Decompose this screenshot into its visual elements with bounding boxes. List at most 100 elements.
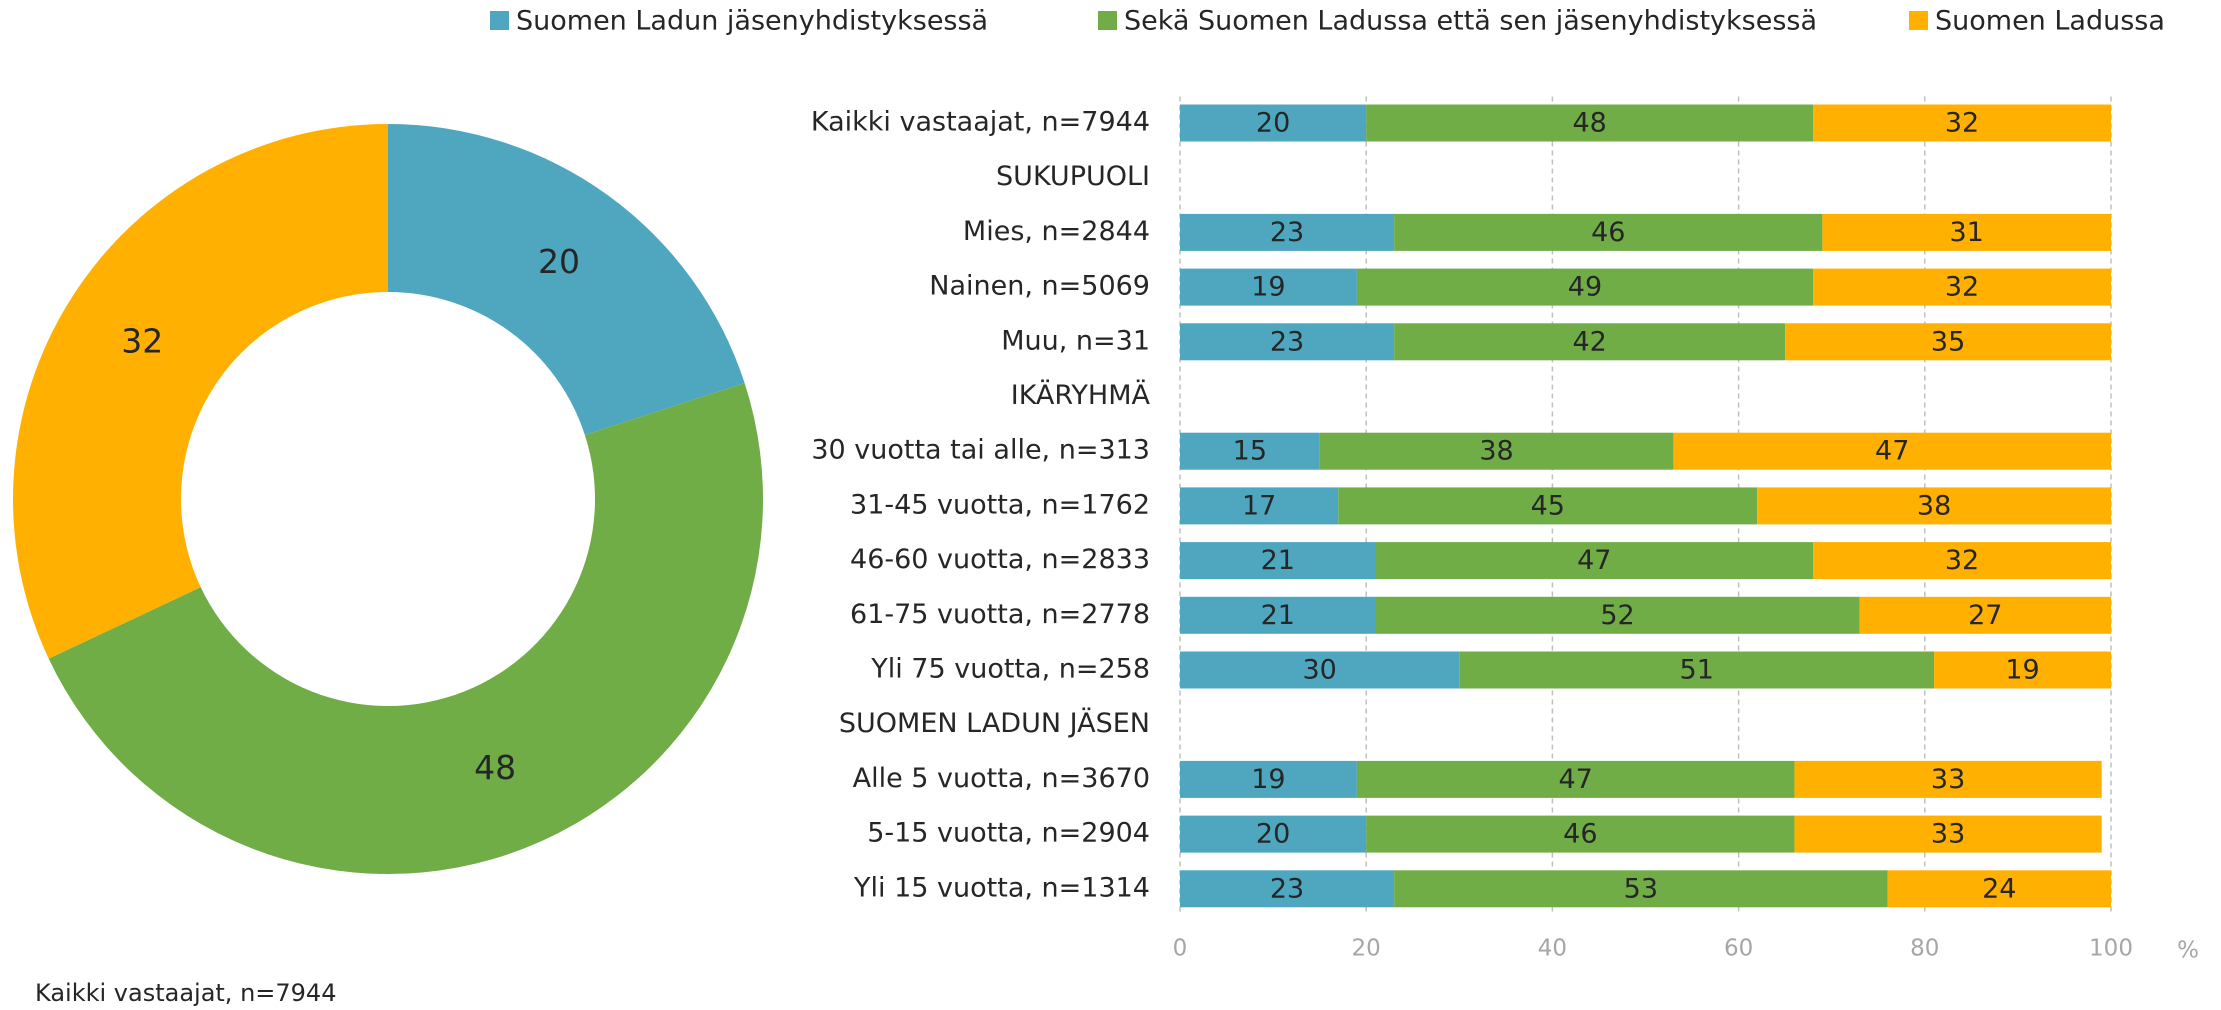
bar-label: 27 — [1968, 600, 2002, 631]
x-tick-label: 100 — [2089, 936, 2133, 962]
bar-segment — [1319, 432, 1674, 470]
bar-label: 33 — [1931, 764, 1965, 795]
bar-label: 23 — [1270, 217, 1304, 248]
bar-segment — [1459, 651, 1935, 689]
bar-label: 51 — [1680, 655, 1714, 686]
bar-segment — [1887, 870, 2111, 908]
bar-label: 45 — [1531, 490, 1565, 521]
y-tick-label: 61-75 vuotta, n=2778 — [850, 599, 1150, 630]
bar-segment — [1375, 542, 1814, 580]
bar-segment — [1180, 542, 1376, 580]
bar-segment — [1366, 815, 1795, 853]
y-tick-label: SUKUPUOLI — [996, 161, 1150, 192]
slice-label: 48 — [474, 748, 516, 787]
caption: Kaikki vastaajat, n=7944 — [35, 979, 336, 1007]
slice-label: 32 — [121, 322, 163, 361]
bar-segment — [1356, 760, 1795, 798]
bar-label: 19 — [2005, 655, 2039, 686]
legend-swatch — [1098, 11, 1117, 30]
legend-swatch — [490, 11, 509, 30]
bar-label: 47 — [1577, 545, 1611, 576]
bar-label: 32 — [1945, 108, 1979, 139]
bar-segment — [1180, 487, 1339, 525]
donut-slice — [12, 124, 388, 659]
bar-label: 15 — [1233, 436, 1267, 467]
bar-segment — [1673, 432, 2111, 470]
y-tick-label: Kaikki vastaajat, n=7944 — [811, 107, 1150, 138]
bar-segment — [1785, 323, 2111, 361]
x-tick-label: 80 — [1910, 936, 1939, 962]
bar-label: 21 — [1261, 600, 1295, 631]
bar-label: 24 — [1982, 873, 2016, 904]
bar-segment — [1366, 104, 1814, 142]
bar-label: 20 — [1256, 819, 1290, 850]
bar-segment — [1794, 760, 2102, 798]
bar-label: 33 — [1931, 819, 1965, 850]
donut-slice — [48, 383, 763, 875]
bar-label: 19 — [1251, 764, 1285, 795]
bar-segment — [1180, 596, 1376, 634]
bar-label: 53 — [1624, 873, 1658, 904]
bar-segment — [1934, 651, 2111, 689]
bar-label: 48 — [1572, 108, 1606, 139]
bar-label: 35 — [1931, 326, 1965, 357]
bar-label: 30 — [1302, 655, 1336, 686]
y-tick-label: IKÄRYHMÄ — [1011, 379, 1151, 411]
y-tick-label: 31-45 vuotta, n=1762 — [850, 489, 1150, 520]
bar-label: 20 — [1256, 108, 1290, 139]
bar-label: 17 — [1242, 490, 1276, 521]
bar-label: 19 — [1251, 272, 1285, 303]
bar-label: 32 — [1945, 272, 1979, 303]
bar-segment — [1813, 104, 2111, 142]
legend-swatch — [1909, 11, 1928, 30]
bar-segment — [1180, 268, 1357, 306]
y-tick-label: Muu, n=31 — [1001, 325, 1150, 356]
y-tick-label: 46-60 vuotta, n=2833 — [850, 544, 1150, 575]
legend-label: Suomen Ladussa — [1935, 6, 2165, 37]
bar-segment — [1813, 268, 2111, 306]
x-tick-label: 60 — [1724, 936, 1753, 962]
y-tick-label: Yli 15 vuotta, n=1314 — [853, 872, 1150, 903]
y-tick-label: 5-15 vuotta, n=2904 — [867, 818, 1150, 849]
bar-label: 47 — [1875, 436, 1909, 467]
bar-segment — [1180, 323, 1395, 361]
bar-segment — [1794, 815, 2102, 853]
bar-segment — [1356, 268, 1814, 306]
bar-segment — [1813, 542, 2111, 580]
bar-label: 46 — [1591, 217, 1625, 248]
bar-segment — [1375, 596, 1860, 634]
bar-label: 42 — [1572, 326, 1606, 357]
bar-segment — [1859, 596, 2111, 634]
slice-label: 20 — [538, 242, 580, 281]
bar-segment — [1394, 323, 1786, 361]
bar-label: 52 — [1600, 600, 1634, 631]
bar-label: 21 — [1261, 545, 1295, 576]
bar-segment — [1822, 213, 2111, 251]
bar-segment — [1180, 760, 1357, 798]
bar-label: 32 — [1945, 545, 1979, 576]
donut-slice — [388, 124, 745, 436]
bar-segment — [1394, 870, 1888, 908]
legend-label: Suomen Ladun jäsenyhdistyksessä — [516, 6, 988, 37]
bar-label: 31 — [1950, 217, 1984, 248]
bar-label: 23 — [1270, 873, 1304, 904]
bar-segment — [1180, 104, 1367, 142]
bar-label: 38 — [1917, 490, 1951, 521]
bar-label: 49 — [1568, 272, 1602, 303]
bar-segment — [1394, 213, 1823, 251]
x-tick-label: 40 — [1538, 936, 1567, 962]
x-tick-label: 0 — [1173, 936, 1188, 962]
bar-segment — [1180, 651, 1460, 689]
y-tick-label: Mies, n=2844 — [963, 216, 1150, 247]
bar-segment — [1180, 432, 1320, 470]
x-tick-label: 20 — [1352, 936, 1381, 962]
bar-label: 23 — [1270, 326, 1304, 357]
bar-segment — [1757, 487, 2111, 525]
legend-label: Sekä Suomen Ladussa että sen jäsenyhdist… — [1124, 6, 1817, 37]
y-tick-label: SUOMEN LADUN JÄSEN — [839, 707, 1150, 739]
y-tick-label: Alle 5 vuotta, n=3670 — [853, 763, 1150, 794]
x-axis-label: % — [2177, 938, 2199, 964]
y-tick-label: 30 vuotta tai alle, n=313 — [811, 435, 1150, 466]
bar-label: 46 — [1563, 819, 1597, 850]
